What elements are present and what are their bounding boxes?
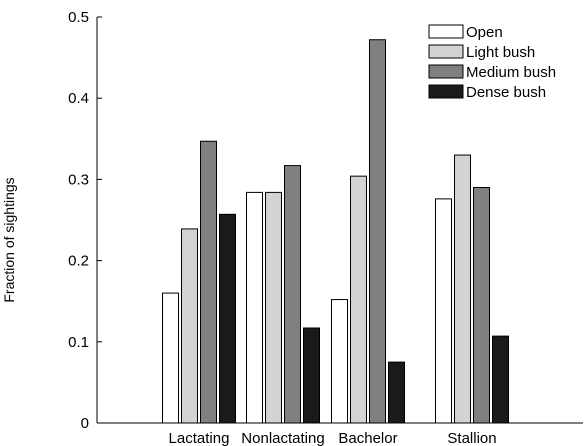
y-tick-label: 0.3 <box>68 171 89 188</box>
bar-dense-bush-lactating <box>219 213 236 424</box>
bar-medium-bush-bachelor <box>369 39 386 424</box>
y-tick-label: 0.4 <box>68 90 89 107</box>
x-tick-label: Stallion <box>447 430 496 446</box>
legend-swatch-open <box>428 24 464 39</box>
bar-dense-bush-nonlactating <box>303 327 320 424</box>
legend-label: Light bush <box>466 44 535 61</box>
bar-open-nonlactating <box>246 191 263 424</box>
bar-group-bachelor <box>331 39 405 424</box>
y-tick-label: 0.5 <box>68 9 89 26</box>
bar-open-stallion <box>435 198 452 424</box>
bar-dense-bush-stallion <box>492 335 509 424</box>
y-tick-label: 0.2 <box>68 253 89 270</box>
axes-layer: 0 0.1 0.2 0.3 0.4 0.5 Lactating Nonlactating Bac… <box>68 9 583 446</box>
x-tick-label: Lactating <box>169 430 230 446</box>
bar-medium-bush-nonlactating <box>284 165 301 424</box>
bars-layer <box>162 39 509 424</box>
bar-open-lactating <box>162 292 179 424</box>
y-axis-label: Fraction of sightings <box>1 177 17 302</box>
bar-light-bush-bachelor <box>350 175 367 424</box>
legend: Open Light bush Medium bush Dense bush <box>428 24 556 101</box>
x-tick-label: Nonlactating <box>241 430 324 446</box>
bar-group-lactating <box>162 140 236 424</box>
legend-swatch-light-bush <box>428 44 464 59</box>
bar-light-bush-nonlactating <box>265 191 282 424</box>
bar-light-bush-stallion <box>454 154 471 424</box>
legend-label: Dense bush <box>466 84 546 101</box>
bar-medium-bush-lactating <box>200 140 217 424</box>
bar-open-bachelor <box>331 299 348 424</box>
legend-swatch-medium-bush <box>428 64 464 79</box>
bar-group-stallion <box>435 154 509 424</box>
x-tick-label: Bachelor <box>338 430 397 446</box>
y-tick-label: 0.1 <box>68 334 89 351</box>
bar-dense-bush-bachelor <box>388 361 405 424</box>
y-tick-label: 0 <box>81 415 89 432</box>
bar-light-bush-lactating <box>181 228 198 424</box>
bar-group-nonlactating <box>246 165 320 424</box>
legend-label: Open <box>466 24 503 41</box>
bar-medium-bush-stallion <box>473 187 490 424</box>
legend-label: Medium bush <box>466 64 556 81</box>
legend-swatch-dense-bush <box>428 84 464 99</box>
